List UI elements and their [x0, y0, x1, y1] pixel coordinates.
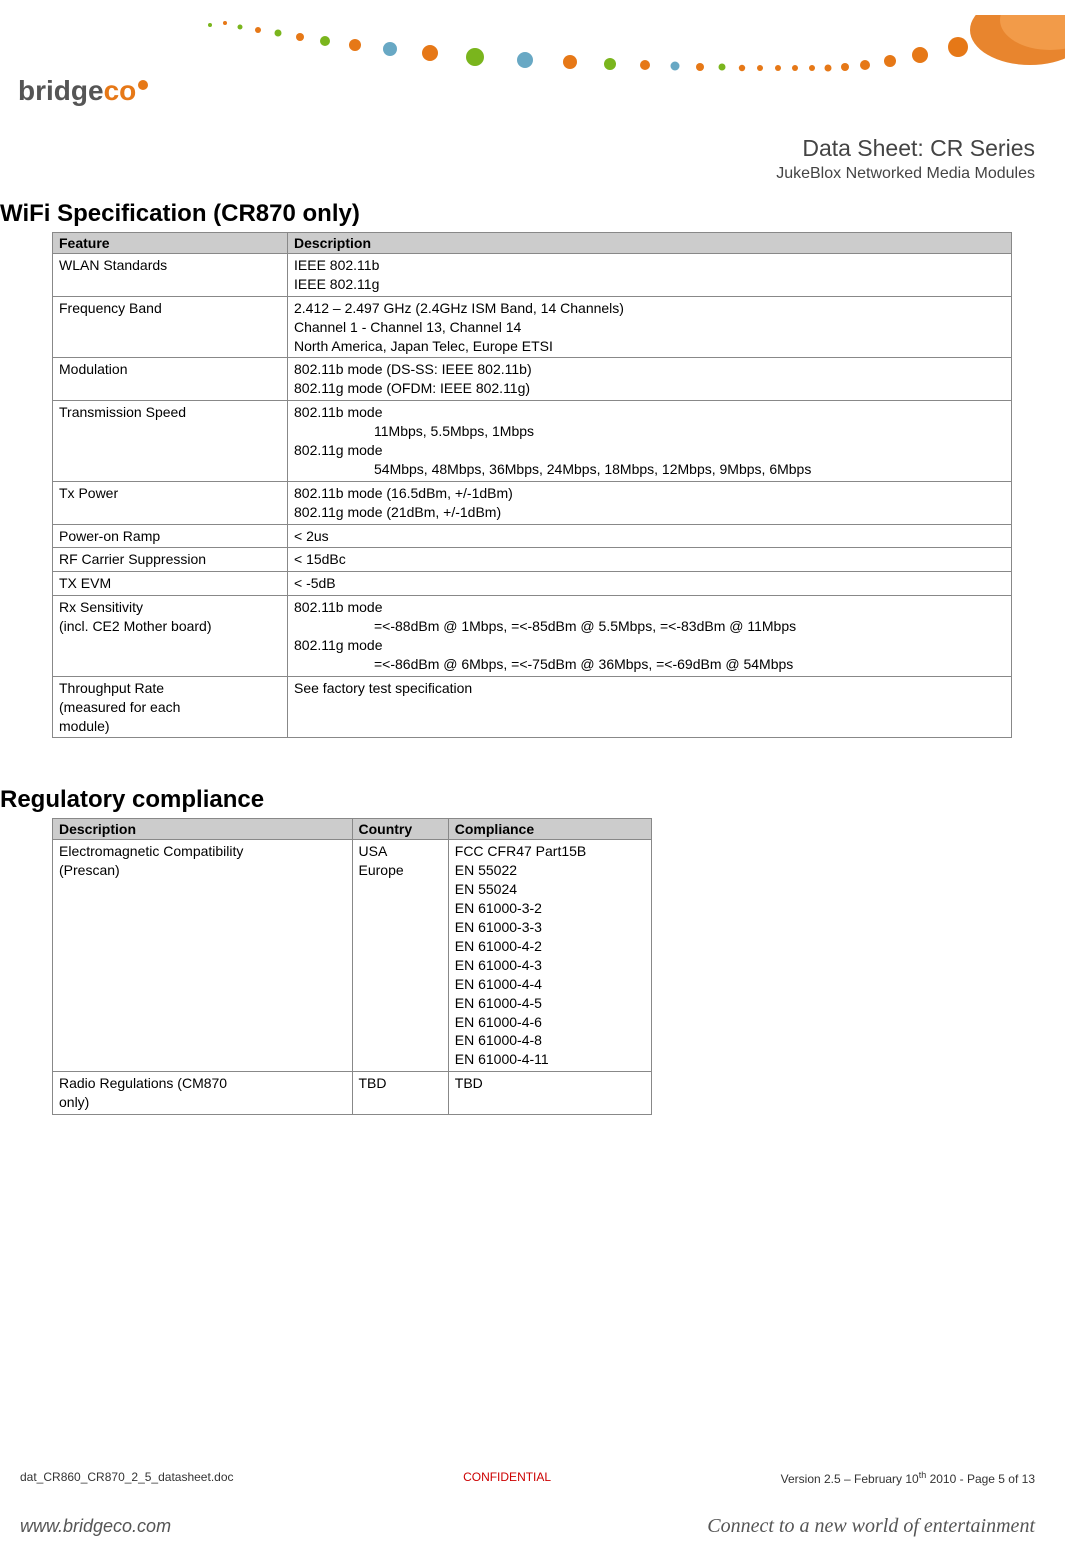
col-feature-header: Feature [53, 233, 288, 254]
logo-dot-icon [138, 80, 148, 90]
table-row: Power-on Ramp< 2us [53, 524, 1012, 548]
description-cell: IEEE 802.11bIEEE 802.11g [288, 254, 1012, 297]
content: WiFi Specification (CR870 only) Feature … [0, 200, 1065, 1115]
feature-cell: TX EVM [53, 572, 288, 596]
table-row: Transmission Speed802.11b mode11Mbps, 5.… [53, 401, 1012, 482]
description-cell: Radio Regulations (CM870only) [53, 1072, 353, 1115]
col-country-header: Country [352, 819, 448, 840]
country-cell: USAEurope [352, 840, 448, 1072]
footer-confidential: CONFIDENTIAL [463, 1470, 551, 1486]
compliance-cell: FCC CFR47 Part15BEN 55022EN 55024EN 6100… [448, 840, 651, 1072]
table-row: Frequency Band2.412 – 2.497 GHz (2.4GHz … [53, 296, 1012, 358]
feature-cell: Tx Power [53, 481, 288, 524]
description-cell: 2.412 – 2.497 GHz (2.4GHz ISM Band, 14 C… [288, 296, 1012, 358]
col-description-header: Description [288, 233, 1012, 254]
table-row: Modulation802.11b mode (DS-SS: IEEE 802.… [53, 358, 1012, 401]
description-cell: 802.11b mode (16.5dBm, +/-1dBm)802.11g m… [288, 481, 1012, 524]
footer-doc-name: dat_CR860_CR870_2_5_datasheet.doc [20, 1470, 234, 1486]
wifi-spec-heading: WiFi Specification (CR870 only) [0, 200, 1013, 228]
col-compliance-header: Compliance [448, 819, 651, 840]
table-row: Throughput Rate(measured for eachmodule)… [53, 676, 1012, 738]
header-decoration [0, 0, 1065, 110]
table-row: TX EVM< -5dB [53, 572, 1012, 596]
feature-cell: RF Carrier Suppression [53, 548, 288, 572]
table-row: Rx Sensitivity(incl. CE2 Mother board)80… [53, 596, 1012, 677]
table-row: Tx Power802.11b mode (16.5dBm, +/-1dBm)8… [53, 481, 1012, 524]
table-row: WLAN StandardsIEEE 802.11bIEEE 802.11g [53, 254, 1012, 297]
doc-subtitle: JukeBlox Networked Media Modules [776, 165, 1035, 183]
table-header-row: Feature Description [53, 233, 1012, 254]
footer-version: Version 2.5 – February 10th 2010 - Page … [781, 1470, 1035, 1486]
logo-part2: co [104, 75, 137, 106]
feature-cell: WLAN Standards [53, 254, 288, 297]
table-row: RF Carrier Suppression< 15dBc [53, 548, 1012, 572]
col-description-header: Description [53, 819, 353, 840]
description-cell: Electromagnetic Compatibility(Prescan) [53, 840, 353, 1072]
logo-part1: bridge [18, 75, 104, 106]
footer-tagline: Connect to a new world of entertainment [707, 1515, 1035, 1538]
feature-cell: Modulation [53, 358, 288, 401]
feature-cell: Power-on Ramp [53, 524, 288, 548]
table-row: Radio Regulations (CM870only)TBDTBD [53, 1072, 652, 1115]
logo: bridgeco [18, 75, 148, 107]
feature-cell: Transmission Speed [53, 401, 288, 482]
description-cell: 802.11b mode11Mbps, 5.5Mbps, 1Mbps802.11… [288, 401, 1012, 482]
doc-title: Data Sheet: CR Series [776, 135, 1035, 162]
feature-cell: Frequency Band [53, 296, 288, 358]
regulatory-heading: Regulatory compliance [0, 786, 1013, 814]
table-header-row: Description Country Compliance [53, 819, 652, 840]
description-cell: < -5dB [288, 572, 1012, 596]
dots-trail-graphic [200, 15, 1065, 95]
footer-url: www.bridgeco.com [20, 1516, 171, 1537]
description-cell: See factory test specification [288, 676, 1012, 738]
footer-bottom: www.bridgeco.com Connect to a new world … [20, 1515, 1035, 1538]
wifi-spec-table: Feature Description WLAN StandardsIEEE 8… [52, 232, 1012, 738]
header-right: Data Sheet: CR Series JukeBlox Networked… [776, 135, 1035, 183]
country-cell: TBD [352, 1072, 448, 1115]
table-row: Electromagnetic Compatibility(Prescan)US… [53, 840, 652, 1072]
feature-cell: Rx Sensitivity(incl. CE2 Mother board) [53, 596, 288, 677]
description-cell: < 2us [288, 524, 1012, 548]
compliance-cell: TBD [448, 1072, 651, 1115]
description-cell: 802.11b mode (DS-SS: IEEE 802.11b)802.11… [288, 358, 1012, 401]
description-cell: 802.11b mode=<-88dBm @ 1Mbps, =<-85dBm @… [288, 596, 1012, 677]
footer-info-line: dat_CR860_CR870_2_5_datasheet.doc CONFID… [20, 1470, 1035, 1486]
feature-cell: Throughput Rate(measured for eachmodule) [53, 676, 288, 738]
regulatory-table: Description Country Compliance Electroma… [52, 818, 652, 1114]
description-cell: < 15dBc [288, 548, 1012, 572]
